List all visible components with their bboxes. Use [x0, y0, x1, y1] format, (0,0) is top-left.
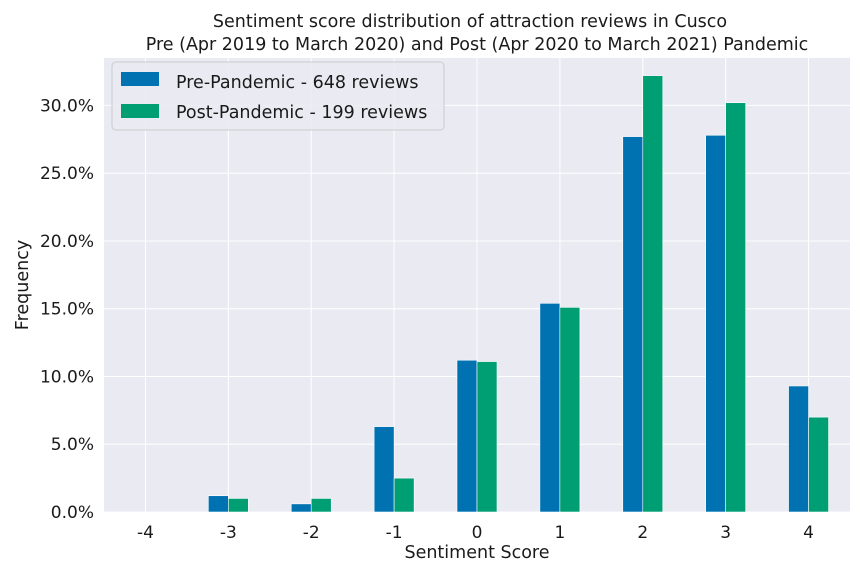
- bar-post-0: [476, 361, 498, 513]
- x-tick-label: -1: [386, 523, 403, 543]
- x-tick-label: -3: [220, 523, 237, 543]
- bar-post-4: [808, 416, 829, 513]
- legend-swatch-pre: [121, 72, 159, 86]
- y-tick-label: 5.0%: [51, 435, 94, 455]
- x-tick-label: 4: [803, 523, 814, 543]
- bar-pre--1: [373, 426, 395, 513]
- y-tick-label: 20.0%: [40, 232, 94, 252]
- y-tick-label: 25.0%: [40, 164, 94, 184]
- chart-title: Sentiment score distribution of attracti…: [213, 12, 727, 32]
- legend: Pre-Pandemic - 648 reviews Post-Pandemic…: [111, 61, 445, 131]
- bar-pre-3: [705, 134, 726, 513]
- y-ticks: 0.0% 5.0% 10.0% 15.0% 20.0% 25.0% 30.0%: [40, 96, 94, 523]
- y-tick-label: 30.0%: [40, 96, 94, 116]
- x-tick-label: 3: [720, 523, 731, 543]
- legend-box: [111, 61, 445, 131]
- y-tick-label: 15.0%: [40, 300, 94, 320]
- x-ticks: -4 -3 -2 -1 0 1 2 3 4: [137, 523, 814, 543]
- bar-pre--2: [290, 503, 312, 513]
- chart-subtitle: Pre (Apr 2019 to March 2020) and Post (A…: [146, 35, 809, 55]
- legend-swatch-post: [121, 104, 159, 118]
- x-tick-label: -2: [303, 523, 320, 543]
- bar-post-1: [559, 307, 581, 513]
- bar-post--3: [228, 498, 249, 513]
- legend-label-post: Post-Pandemic - 199 reviews: [176, 103, 427, 123]
- bar-pre-0: [456, 359, 478, 513]
- bar-pre-1: [539, 302, 561, 513]
- x-axis-label: Sentiment Score: [404, 543, 549, 563]
- bar-post--2: [310, 498, 332, 513]
- y-tick-label: 10.0%: [40, 367, 94, 387]
- x-tick-label: 2: [637, 523, 648, 543]
- bar-post-2: [642, 75, 664, 513]
- bar-post--1: [393, 477, 415, 513]
- bar-pre-2: [622, 136, 644, 513]
- bar-pre-4: [788, 385, 809, 513]
- x-tick-label: 1: [554, 523, 565, 543]
- y-tick-label: 0.0%: [51, 503, 94, 523]
- x-tick-label: 0: [472, 523, 483, 543]
- bars: [208, 75, 829, 513]
- bar-pre--3: [208, 495, 229, 513]
- bar-post-3: [725, 102, 746, 513]
- legend-label-pre: Pre-Pandemic - 648 reviews: [176, 73, 419, 93]
- y-axis-label: Frequency: [13, 240, 33, 330]
- x-tick-label: -4: [137, 523, 154, 543]
